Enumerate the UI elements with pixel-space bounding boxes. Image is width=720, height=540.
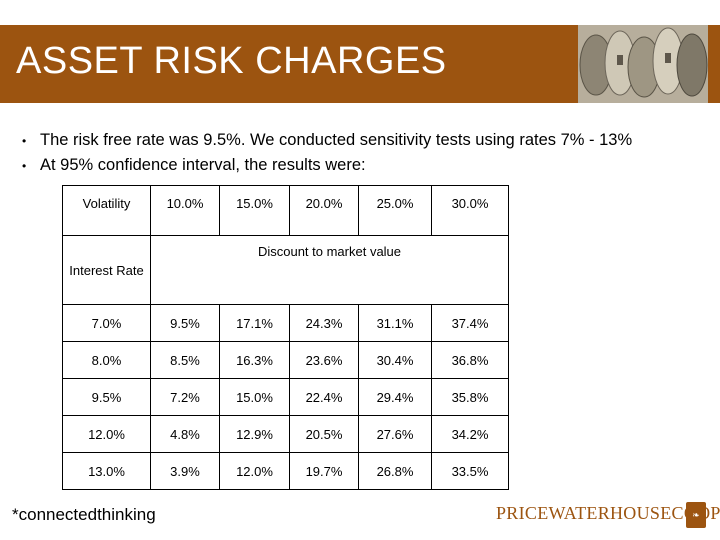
value-cell: 16.3% (219, 341, 290, 379)
row-header-label: Interest Rate (62, 235, 151, 305)
table-header-row: Volatility 10.0% 15.0% 20.0% 25.0% 30.0% (62, 185, 509, 236)
value-cell: 8.5% (150, 341, 220, 379)
value-cell: 34.2% (431, 415, 509, 453)
rate-cell: 9.5% (62, 378, 151, 416)
pwc-seal-logo: ❧ (686, 502, 706, 528)
table-row: 8.0% 8.5% 16.3% 23.6% 30.4% 36.8% (62, 341, 509, 379)
value-cell: 23.6% (289, 341, 359, 379)
column-header: 20.0% (289, 185, 359, 236)
table-subheader-row: Interest Rate Discount to market value (62, 235, 509, 305)
brand-wordmark: PRICEWATERHOUSECOOPERS (496, 503, 720, 523)
value-cell: 7.2% (150, 378, 220, 416)
value-cell: 20.5% (289, 415, 359, 453)
value-cell: 4.8% (150, 415, 220, 453)
value-cell: 29.4% (358, 378, 432, 416)
value-cell: 37.4% (431, 304, 509, 342)
value-cell: 19.7% (289, 452, 359, 490)
brand-logo: PRICEWATERHOUSECOOPERS (496, 503, 720, 524)
value-cell: 9.5% (150, 304, 220, 342)
risk-table: Volatility 10.0% 15.0% 20.0% 25.0% 30.0%… (62, 185, 509, 490)
value-cell: 17.1% (219, 304, 290, 342)
rate-cell: 12.0% (62, 415, 151, 453)
bullet-item: • At 95% confidence interval, the result… (22, 153, 632, 178)
bullet-text: At 95% confidence interval, the results … (40, 156, 366, 174)
value-cell: 3.9% (150, 452, 220, 490)
value-cell: 12.9% (219, 415, 290, 453)
value-cell: 36.8% (431, 341, 509, 379)
table-row: 7.0% 9.5% 17.1% 24.3% 31.1% 37.4% (62, 304, 509, 342)
column-header: 30.0% (431, 185, 509, 236)
value-cell: 24.3% (289, 304, 359, 342)
slide-title: ASSET RISK CHARGES (16, 40, 447, 82)
value-cell: 26.8% (358, 452, 432, 490)
coins-image (578, 25, 708, 103)
corner-label: Volatility (62, 185, 151, 236)
value-cell: 30.4% (358, 341, 432, 379)
value-cell: 15.0% (219, 378, 290, 416)
table-body: 7.0% 9.5% 17.1% 24.3% 31.1% 37.4% 8.0% 8.5% 16.3… (62, 304, 509, 490)
bullet-item: • The risk free rate was 9.5%. We conduc… (22, 128, 632, 153)
rate-cell: 13.0% (62, 452, 151, 490)
value-cell: 31.1% (358, 304, 432, 342)
value-cell: 22.4% (289, 378, 359, 416)
value-cell: 12.0% (219, 452, 290, 490)
subheader-label: Discount to market value (150, 235, 509, 305)
column-header: 10.0% (150, 185, 220, 236)
column-header: 15.0% (219, 185, 290, 236)
value-cell: 35.8% (431, 378, 509, 416)
rate-cell: 7.0% (62, 304, 151, 342)
table-row: 9.5% 7.2% 15.0% 22.4% 29.4% 35.8% (62, 378, 509, 416)
table-row: 13.0% 3.9% 12.0% 19.7% 26.8% 33.5% (62, 452, 509, 490)
column-header: 25.0% (358, 185, 432, 236)
bullet-list: • The risk free rate was 9.5%. We conduc… (22, 128, 632, 178)
bullet-marker: • (22, 159, 27, 173)
value-cell: 27.6% (358, 415, 432, 453)
value-cell: 33.5% (431, 452, 509, 490)
rate-cell: 8.0% (62, 341, 151, 379)
footer-tagline: *connectedthinking (12, 505, 156, 524)
table-row: 12.0% 4.8% 12.9% 20.5% 27.6% 34.2% (62, 415, 509, 453)
bullet-text: The risk free rate was 9.5%. We conducte… (40, 131, 633, 149)
bullet-marker: • (22, 134, 27, 148)
